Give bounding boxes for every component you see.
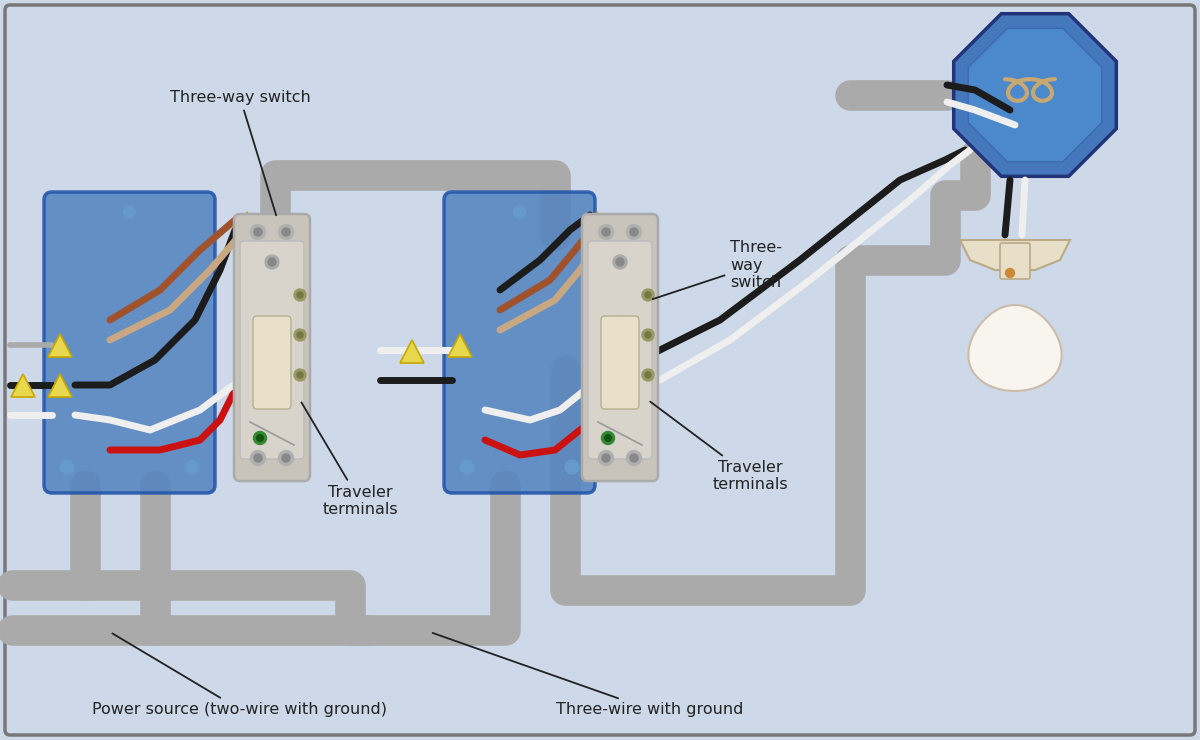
Circle shape	[565, 460, 580, 474]
Circle shape	[646, 332, 650, 338]
Circle shape	[124, 206, 136, 218]
Polygon shape	[11, 374, 35, 397]
Circle shape	[253, 431, 266, 445]
Circle shape	[298, 292, 302, 298]
Polygon shape	[968, 28, 1102, 161]
Circle shape	[282, 228, 290, 236]
Circle shape	[278, 451, 294, 465]
Circle shape	[642, 329, 654, 341]
Circle shape	[60, 460, 74, 474]
Circle shape	[185, 460, 199, 474]
FancyBboxPatch shape	[444, 192, 595, 493]
Circle shape	[605, 434, 611, 441]
Text: Three-way switch: Three-way switch	[169, 90, 311, 215]
Circle shape	[646, 372, 650, 378]
FancyBboxPatch shape	[582, 214, 658, 481]
Circle shape	[602, 454, 610, 462]
Circle shape	[294, 369, 306, 381]
Circle shape	[630, 454, 638, 462]
Circle shape	[613, 255, 628, 269]
FancyBboxPatch shape	[234, 214, 310, 481]
FancyBboxPatch shape	[44, 192, 215, 493]
Circle shape	[251, 224, 265, 240]
Circle shape	[646, 292, 650, 298]
Circle shape	[514, 206, 526, 218]
Circle shape	[642, 289, 654, 301]
Text: Traveler
terminals: Traveler terminals	[301, 403, 398, 517]
Polygon shape	[960, 240, 1070, 270]
Circle shape	[254, 454, 262, 462]
Circle shape	[254, 228, 262, 236]
Polygon shape	[48, 334, 72, 357]
Polygon shape	[235, 212, 259, 235]
Polygon shape	[968, 305, 1062, 391]
Circle shape	[266, 317, 277, 328]
Circle shape	[599, 224, 613, 240]
Circle shape	[602, 228, 610, 236]
Text: Three-wire with ground: Three-wire with ground	[433, 633, 744, 717]
Circle shape	[294, 289, 306, 301]
Circle shape	[630, 228, 638, 236]
Circle shape	[601, 431, 614, 445]
FancyBboxPatch shape	[253, 316, 292, 409]
Polygon shape	[448, 334, 472, 357]
Circle shape	[1006, 269, 1014, 278]
Circle shape	[298, 372, 302, 378]
Circle shape	[626, 451, 642, 465]
Circle shape	[614, 317, 625, 328]
Circle shape	[278, 224, 294, 240]
Circle shape	[599, 451, 613, 465]
Circle shape	[626, 224, 642, 240]
Circle shape	[460, 460, 474, 474]
Polygon shape	[586, 212, 610, 235]
Text: Three-
way
switch: Three- way switch	[653, 240, 782, 299]
Circle shape	[616, 258, 624, 266]
Polygon shape	[954, 14, 1116, 176]
Circle shape	[298, 332, 302, 338]
Text: Power source (two-wire with ground): Power source (two-wire with ground)	[92, 633, 388, 717]
Circle shape	[257, 434, 263, 441]
Circle shape	[642, 369, 654, 381]
Circle shape	[268, 258, 276, 266]
FancyBboxPatch shape	[240, 241, 304, 459]
Text: Traveler
terminals: Traveler terminals	[650, 402, 788, 492]
FancyBboxPatch shape	[601, 316, 640, 409]
FancyBboxPatch shape	[1000, 243, 1030, 279]
Polygon shape	[400, 340, 424, 363]
Polygon shape	[48, 374, 72, 397]
Circle shape	[282, 454, 290, 462]
Circle shape	[251, 451, 265, 465]
FancyBboxPatch shape	[588, 241, 652, 459]
Circle shape	[294, 329, 306, 341]
FancyBboxPatch shape	[5, 5, 1195, 735]
Circle shape	[265, 255, 278, 269]
